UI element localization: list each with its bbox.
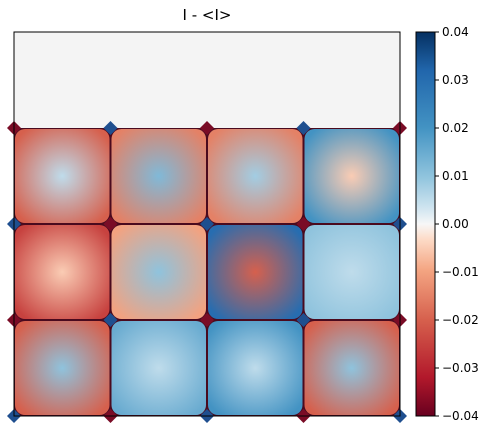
plot-area [7, 31, 407, 423]
heatmap-cell-r3-c2 [208, 321, 303, 415]
plot-frame [13, 31, 401, 417]
heatmap-cell-r1-c3 [304, 129, 399, 223]
heatmap-cell-r1-c1 [111, 129, 206, 223]
heatmap-cell-r2-c3 [304, 225, 399, 319]
heatmap-cell-r2-c0 [15, 225, 110, 319]
heatmap-cell-r1-c0 [15, 129, 110, 223]
tile-corner-mark [200, 313, 214, 327]
colorbar-tick-label: −0.02 [442, 313, 479, 327]
colorbar-tick-label: 0.04 [442, 25, 469, 39]
heatmap-cell-r1-c2 [208, 129, 303, 223]
tile-corner-mark [103, 313, 118, 327]
chart-title: I - <I> [182, 6, 232, 24]
colorbar-tick-label: −0.04 [442, 409, 479, 423]
colorbar-tick-label: −0.03 [442, 361, 479, 375]
heatmap-cell-r2-c2 [208, 225, 303, 319]
tile-corner-mark [296, 217, 311, 231]
colorbar-gradient [415, 31, 436, 417]
colorbar-tick-label: 0.00 [442, 217, 469, 231]
colorbar-tick-label: −0.01 [442, 265, 479, 279]
tile-corner-mark [200, 217, 214, 231]
colorbar-tick-label: 0.02 [442, 121, 469, 135]
colorbar-tick-label: 0.01 [442, 169, 469, 183]
colorbar: 0.04 0.03 0.02 0.01 0.00 −0.01 −0.02 −0.03 −0.04 [415, 25, 479, 423]
tile-corner-mark [103, 121, 118, 135]
tile-corner-mark [296, 313, 311, 327]
colorbar-tick-label: 0.03 [442, 73, 469, 87]
heatmap-cell-r2-c1 [111, 225, 206, 319]
heatmap-cell-r3-c1 [111, 321, 206, 415]
heatmap-cell-r3-c3 [304, 321, 399, 415]
tile-corner-mark [296, 121, 311, 135]
heatmap-cell-r3-c0 [15, 321, 110, 415]
tile-corner-mark [103, 217, 118, 231]
tile-corner-mark [200, 121, 214, 135]
